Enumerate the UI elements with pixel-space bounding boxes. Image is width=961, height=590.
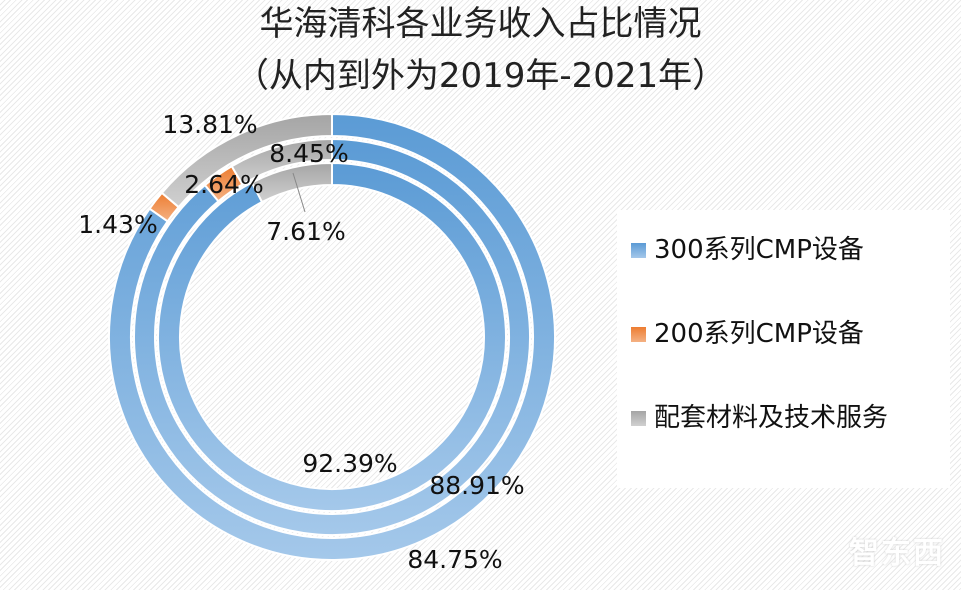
data-label-2019-2: 7.61%	[266, 217, 345, 246]
legend-label: 300系列CMP设备	[654, 235, 864, 265]
data-label-2020-0: 88.91%	[429, 471, 524, 500]
chart-title: 华海清科各业务收入占比情况	[259, 4, 702, 44]
data-label-2021-2: 13.81%	[162, 110, 257, 139]
data-label-2021-0: 84.75%	[407, 545, 502, 574]
legend: 300系列CMP设备 200系列CMP设备 配套材料及技术服务	[617, 210, 950, 488]
data-label-2021-1: 1.43%	[78, 210, 157, 239]
arc-2020-0	[133, 137, 531, 536]
watermark-logo: 智东西	[849, 536, 945, 571]
data-label-2020-1: 2.64%	[184, 170, 263, 199]
legend-label: 配套材料及技术服务	[654, 403, 889, 433]
legend-swatch	[631, 411, 646, 426]
leader-line	[292, 172, 306, 213]
arc-2019-0	[157, 161, 507, 512]
data-label-2020-2: 8.45%	[269, 139, 348, 168]
legend-swatch	[631, 243, 646, 258]
arc-2021-0	[108, 112, 556, 561]
chart-subtitle: （从内到外为2019年-2021年）	[234, 56, 727, 96]
legend-item-200[interactable]: 200系列CMP设备	[631, 314, 864, 354]
arc-2021-2	[160, 112, 333, 209]
legend-item-services[interactable]: 配套材料及技术服务	[631, 398, 931, 438]
data-label-2019-0: 92.39%	[302, 449, 397, 478]
legend-swatch	[631, 327, 646, 342]
legend-label: 200系列CMP设备	[654, 319, 864, 349]
arc-2020-2	[230, 137, 333, 186]
legend-item-300[interactable]: 300系列CMP设备	[631, 230, 864, 270]
arc-2019-2	[250, 161, 333, 204]
